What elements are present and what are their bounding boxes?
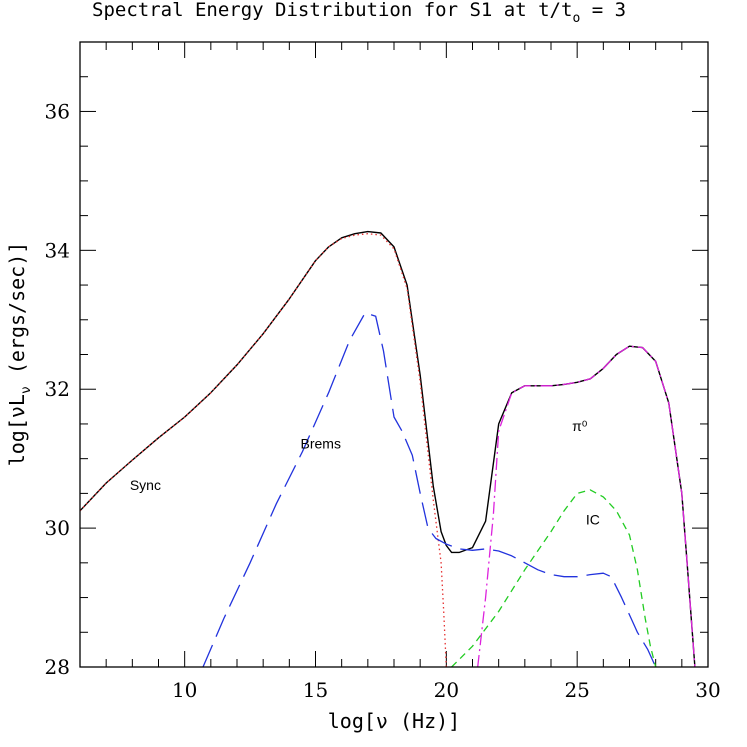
y-tick-label: 28 <box>45 655 70 679</box>
plot-frame <box>79 41 709 668</box>
series-line-dashdot <box>477 345 696 667</box>
chart-annotation: Brems <box>301 435 341 451</box>
series-line-dashed <box>451 489 657 667</box>
y-axis-label: log[νLν (ergs/sec)] <box>5 242 34 467</box>
y-tick-label: 32 <box>45 377 70 401</box>
x-tick-label: 10 <box>172 678 197 702</box>
x-tick-label: 15 <box>303 678 328 702</box>
data-series <box>80 230 696 667</box>
y-tick-label: 36 <box>45 99 70 123</box>
tick-labels: 10 15 20 25 30 28 30 32 34 36 <box>45 99 721 702</box>
chart-annotation: Sync <box>130 477 161 493</box>
series-line-solid <box>80 230 696 667</box>
chart-title: Spectral Energy Distribution for S1 at t… <box>92 0 626 26</box>
y-tick-label: 34 <box>45 238 70 262</box>
series-line-dotted <box>80 233 447 667</box>
x-tick-label: 20 <box>434 678 459 702</box>
x-axis-label: log[ν (Hz)] <box>328 709 460 733</box>
x-tick-label: 30 <box>695 678 720 702</box>
annotations: Sync Brems π⁰ IC <box>130 418 600 528</box>
axis-ticks <box>79 41 709 668</box>
chart-annotation: IC <box>586 512 600 528</box>
y-tick-label: 30 <box>45 516 70 540</box>
chart-annotation: π⁰ <box>572 418 588 434</box>
x-tick-label: 25 <box>564 678 589 702</box>
series-line-longdash <box>202 312 657 667</box>
